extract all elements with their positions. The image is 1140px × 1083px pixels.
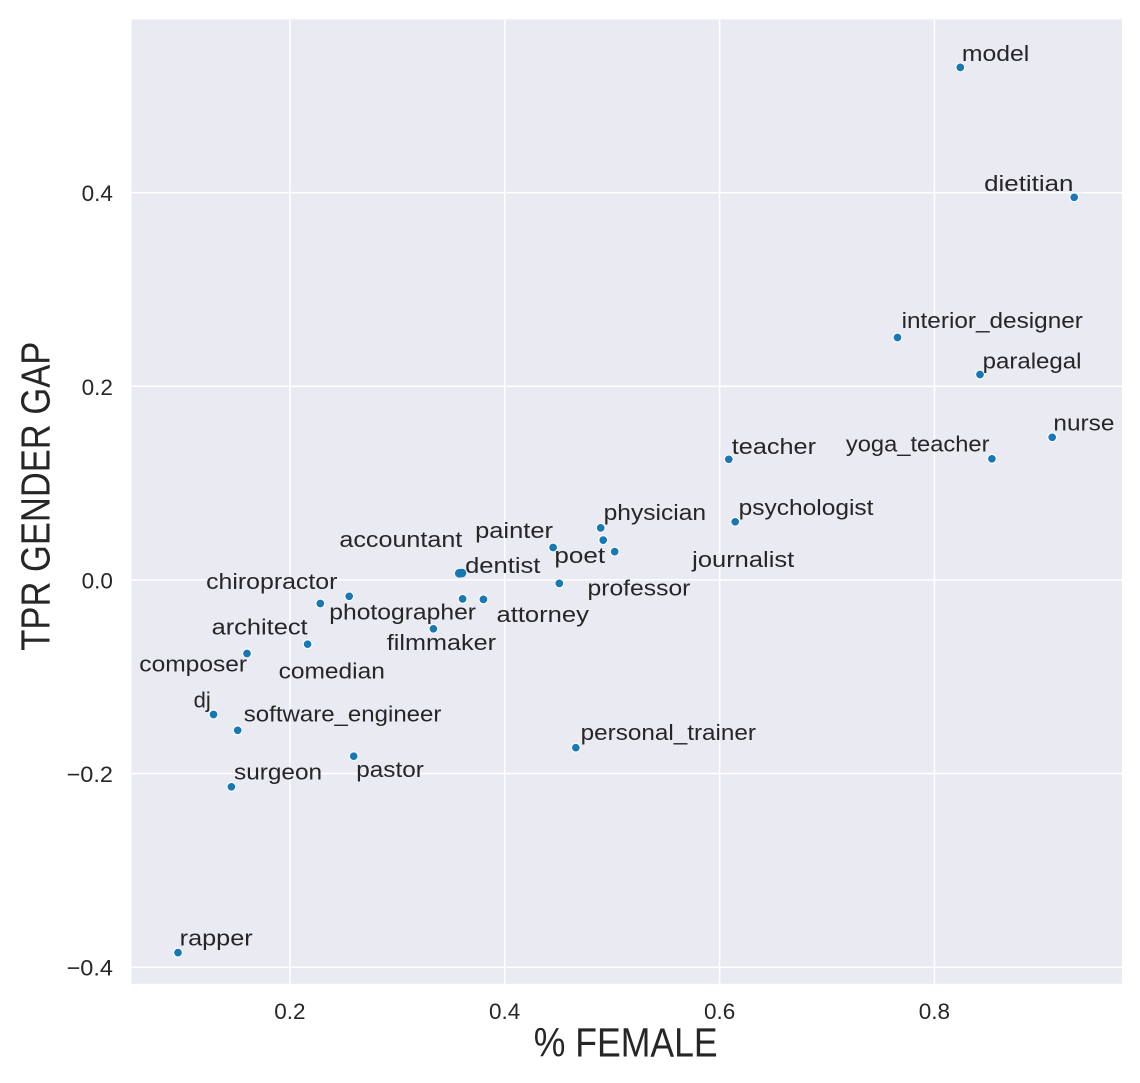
svg-text:composer: composer xyxy=(139,652,247,677)
svg-text:psychologist: psychologist xyxy=(739,495,874,520)
svg-text:0.0: 0.0 xyxy=(82,568,113,593)
svg-text:software_engineer: software_engineer xyxy=(244,702,442,727)
svg-text:paralegal: paralegal xyxy=(983,349,1082,374)
svg-text:attorney: attorney xyxy=(497,602,589,627)
svg-text:0.8: 0.8 xyxy=(919,999,950,1024)
svg-text:−0.2: −0.2 xyxy=(67,762,113,787)
svg-text:comedian: comedian xyxy=(279,659,385,684)
svg-text:% FEMALE: % FEMALE xyxy=(534,1020,718,1066)
svg-text:0.6: 0.6 xyxy=(704,999,735,1024)
svg-text:rapper: rapper xyxy=(180,926,253,951)
svg-text:poet: poet xyxy=(554,543,605,568)
svg-text:yoga_teacher: yoga_teacher xyxy=(846,431,990,456)
svg-text:photographer: photographer xyxy=(329,599,476,624)
svg-text:personal_trainer: personal_trainer xyxy=(581,720,756,745)
svg-text:nurse: nurse xyxy=(1053,411,1114,436)
svg-text:surgeon: surgeon xyxy=(234,759,322,784)
svg-text:professor: professor xyxy=(588,576,691,601)
svg-text:0.4: 0.4 xyxy=(489,999,520,1024)
svg-text:TPR GENDER GAP: TPR GENDER GAP xyxy=(13,342,59,651)
svg-text:0.2: 0.2 xyxy=(82,375,113,400)
svg-text:architect: architect xyxy=(212,615,308,640)
svg-text:accountant: accountant xyxy=(339,527,462,552)
svg-text:0.4: 0.4 xyxy=(82,181,113,206)
svg-text:0.2: 0.2 xyxy=(274,999,305,1024)
svg-text:chiropractor: chiropractor xyxy=(206,569,337,594)
svg-text:pastor: pastor xyxy=(356,757,424,782)
svg-text:dentist: dentist xyxy=(465,553,540,578)
svg-text:dj: dj xyxy=(194,688,211,713)
svg-text:model: model xyxy=(962,41,1029,66)
svg-text:filmmaker: filmmaker xyxy=(387,630,496,655)
svg-text:physician: physician xyxy=(604,500,707,525)
svg-text:−0.4: −0.4 xyxy=(67,956,113,981)
svg-text:teacher: teacher xyxy=(732,434,816,459)
svg-text:painter: painter xyxy=(475,518,553,543)
svg-text:dietitian: dietitian xyxy=(984,171,1073,196)
svg-text:interior_designer: interior_designer xyxy=(902,308,1083,333)
svg-text:journalist: journalist xyxy=(691,547,794,572)
